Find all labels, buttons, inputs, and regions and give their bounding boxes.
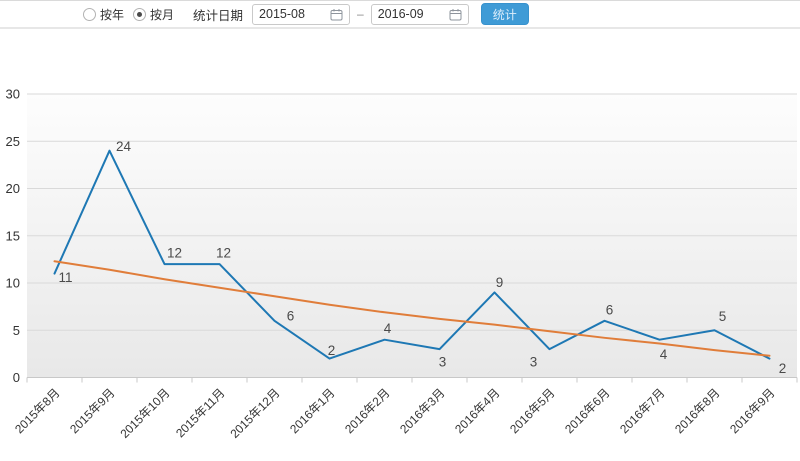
data-label: 12 bbox=[216, 246, 231, 261]
x-axis-label: 2015年9月 bbox=[67, 386, 117, 436]
data-label: 3 bbox=[530, 355, 538, 370]
radio-by-month-label: 按月 bbox=[150, 7, 175, 22]
calendar-icon[interactable] bbox=[330, 8, 343, 21]
x-axis-label: 2015年10月 bbox=[117, 386, 172, 441]
y-axis-label: 10 bbox=[6, 276, 20, 291]
data-label: 6 bbox=[606, 302, 614, 317]
y-axis-label: 30 bbox=[6, 87, 20, 102]
x-axis-label: 2016年6月 bbox=[562, 386, 612, 436]
x-axis-label: 2015年12月 bbox=[227, 386, 282, 441]
date-from-value: 2015-08 bbox=[259, 7, 305, 21]
toolbar: 按年 按月 统计日期 2015-08 – 2016-09 统计 bbox=[0, 0, 800, 29]
x-axis-label: 2016年8月 bbox=[672, 386, 722, 436]
data-label: 4 bbox=[384, 321, 392, 336]
radio-circle-icon[interactable] bbox=[83, 7, 96, 21]
trend-line bbox=[53, 260, 771, 357]
x-axis-label: 2015年8月 bbox=[12, 386, 62, 436]
data-label: 12 bbox=[167, 246, 182, 261]
data-series-line bbox=[53, 149, 771, 360]
calendar-icon[interactable] bbox=[449, 8, 462, 21]
x-axis-label: 2016年5月 bbox=[507, 386, 557, 436]
x-axis-label: 2016年4月 bbox=[452, 386, 502, 436]
date-range-label: 统计日期 bbox=[193, 8, 244, 23]
chart-area: 0 5 10 15 20 25 30 2015年8月 2015年9月 2015年10月 2015年1… bbox=[0, 61, 800, 461]
x-axis-label: 2016年1月 bbox=[287, 386, 337, 436]
y-axis-label: 25 bbox=[6, 134, 20, 149]
data-label: 5 bbox=[719, 309, 727, 324]
date-to-input[interactable]: 2016-09 bbox=[370, 3, 469, 25]
x-axis-label: 2015年11月 bbox=[173, 386, 228, 441]
radio-by-year-label: 按年 bbox=[100, 7, 125, 22]
submit-stats-button[interactable]: 统计 bbox=[480, 3, 529, 25]
radio-by-month[interactable]: 按月 bbox=[133, 6, 174, 23]
date-to-value: 2016-09 bbox=[377, 7, 424, 21]
radio-circle-icon[interactable] bbox=[133, 7, 147, 21]
date-from-input[interactable]: 2015-08 bbox=[252, 3, 351, 25]
data-label: 11 bbox=[58, 270, 72, 285]
x-axis-label: 2016年7月 bbox=[617, 386, 667, 436]
data-label: 4 bbox=[660, 347, 668, 362]
data-label: 9 bbox=[496, 275, 504, 290]
data-label: 24 bbox=[116, 139, 132, 154]
data-label: 3 bbox=[439, 355, 447, 370]
radio-by-year[interactable]: 按年 bbox=[83, 6, 124, 23]
x-axis-label: 2016年3月 bbox=[397, 386, 447, 436]
data-label: 2 bbox=[328, 343, 336, 358]
y-axis-label: 5 bbox=[13, 323, 20, 338]
data-label: 6 bbox=[287, 308, 295, 323]
data-label: 2 bbox=[779, 361, 787, 376]
y-axis-label: 0 bbox=[13, 370, 20, 385]
date-range-separator: – bbox=[357, 7, 364, 21]
x-axis-label: 2016年2月 bbox=[342, 386, 392, 436]
y-axis-label: 20 bbox=[6, 181, 20, 196]
x-axis-label: 2016年9月 bbox=[727, 386, 777, 436]
y-axis-label: 15 bbox=[6, 228, 20, 243]
